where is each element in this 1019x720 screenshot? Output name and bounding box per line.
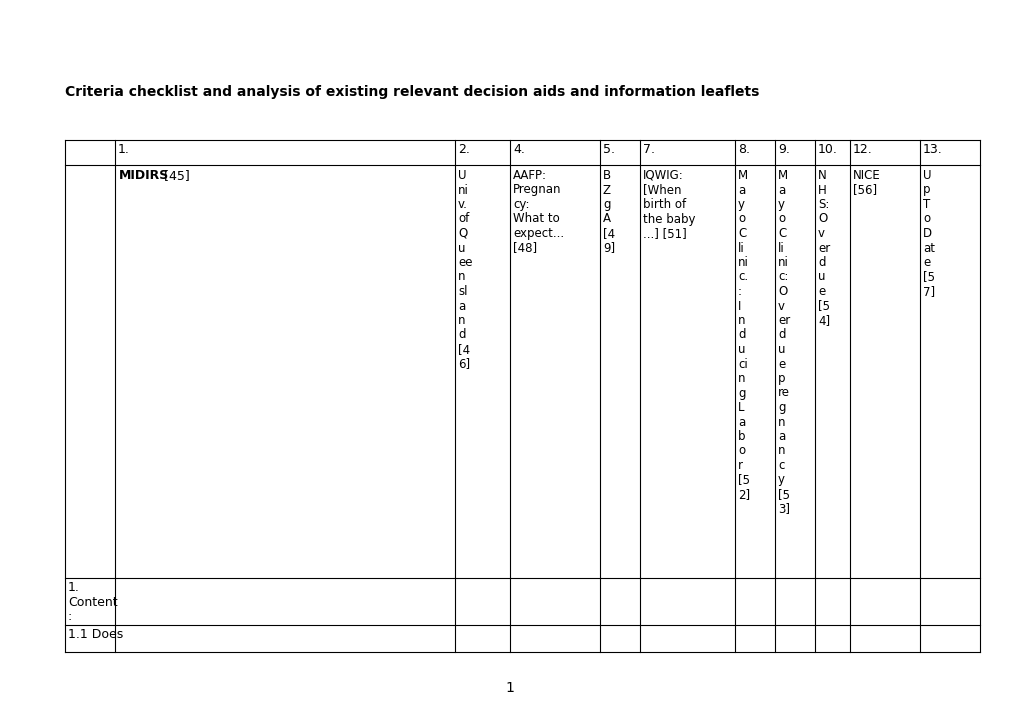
Text: 13.: 13. (922, 143, 942, 156)
Text: AAFP:
Pregnan
cy:
What to
expect...
[48]: AAFP: Pregnan cy: What to expect... [48] (513, 169, 564, 254)
Text: IQWIG:
[When
birth of
the baby
...] [51]: IQWIG: [When birth of the baby ...] [51] (642, 169, 695, 240)
Text: 1.1 Does: 1.1 Does (68, 628, 123, 641)
Text: 1: 1 (505, 681, 514, 695)
Text: N
H
S:
O
v
er
d
u
e
[5
4]: N H S: O v er d u e [5 4] (817, 169, 829, 327)
Text: M
a
y
o
C
li
ni
c.
:
I
n
d
u
ci
n
g
L
a
b
o
r
[5
2]: M a y o C li ni c. : I n d u ci n g L a … (738, 169, 749, 501)
Text: B
Z
g
A
[4
9]: B Z g A [4 9] (602, 169, 614, 254)
Text: 5.: 5. (602, 143, 614, 156)
Text: 1.: 1. (118, 143, 129, 156)
Text: 9.: 9. (777, 143, 789, 156)
Text: 12.: 12. (852, 143, 872, 156)
Text: 1.
Content
:: 1. Content : (68, 581, 117, 623)
Text: NICE
[56]: NICE [56] (852, 169, 879, 197)
Text: MIDIRS: MIDIRS (119, 169, 169, 182)
Text: 7.: 7. (642, 143, 654, 156)
Text: U
p
T
o
D
at
e
[5
7]: U p T o D at e [5 7] (922, 169, 934, 298)
Text: 8.: 8. (738, 143, 749, 156)
Text: U
ni
v.
of
Q
u
ee
n
sl
a
n
d
[4
6]: U ni v. of Q u ee n sl a n d [4 6] (458, 169, 472, 371)
Text: 2.: 2. (458, 143, 470, 156)
Text: Criteria checklist and analysis of existing relevant decision aids and informati: Criteria checklist and analysis of exist… (65, 85, 758, 99)
Text: M
a
y
o
C
li
ni
c:
O
v
er
d
u
e
p
re
g
n
a
n
c
y
[5
3]: M a y o C li ni c: O v er d u e p re g n… (777, 169, 790, 516)
Text: 4.: 4. (513, 143, 525, 156)
Text: 10.: 10. (817, 143, 837, 156)
Text: [45]: [45] (160, 169, 190, 182)
